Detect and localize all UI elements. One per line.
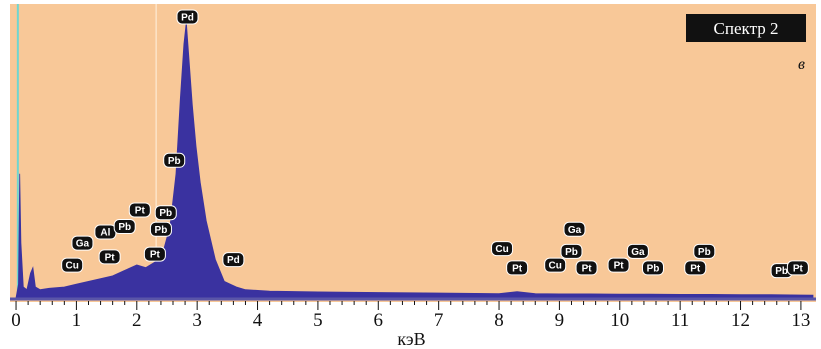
- panel-letter: в: [798, 56, 805, 73]
- spectrum-title-box: [686, 14, 806, 42]
- element-label-box: [98, 249, 121, 265]
- element-label-text: Pt: [690, 263, 701, 274]
- element-label: Pb: [113, 219, 136, 235]
- x-axis-tick-labels: 0 1 2 3 4 5 6 7 8 9 10 11 12 13: [11, 310, 810, 331]
- x-tick-label: 12: [731, 310, 750, 331]
- element-label-text: Pt: [135, 205, 146, 216]
- element-label-box: [61, 257, 84, 273]
- element-label-text: Pb: [168, 156, 181, 167]
- element-label-text: Cu: [495, 244, 508, 255]
- element-label-box: [154, 205, 177, 221]
- element-label: Al: [94, 224, 117, 240]
- element-label: Pt: [575, 260, 598, 276]
- x-tick-label: 6: [374, 310, 384, 331]
- element-label-text: Pt: [105, 252, 116, 263]
- element-label: Ga: [626, 243, 649, 259]
- element-label: Pb: [560, 243, 583, 259]
- element-label-box: [506, 260, 529, 276]
- element-label: Pt: [506, 260, 529, 276]
- element-label-text: Pb: [155, 225, 168, 236]
- x-tick-label: 13: [791, 310, 810, 331]
- element-label: Cu: [544, 257, 567, 273]
- element-label-text: Pd: [181, 13, 194, 24]
- element-label-box: [491, 241, 514, 257]
- x-tick-label: 8: [494, 310, 504, 331]
- element-label-box: [71, 235, 94, 251]
- spectrum-title: Спектр 2: [714, 19, 779, 38]
- spectrum-area: [13, 21, 814, 299]
- element-label: Pt: [98, 249, 121, 265]
- element-label-text: Pt: [614, 261, 625, 272]
- element-label-text: Pd: [227, 255, 240, 266]
- element-label: Pb: [163, 152, 186, 168]
- element-label: Cu: [491, 241, 514, 257]
- element-label-text: Pb: [565, 247, 578, 258]
- x-axis-ticks: [15, 301, 802, 310]
- element-label: Pt: [786, 260, 809, 276]
- x-tick-label: 9: [555, 310, 565, 331]
- element-label: Ga: [71, 235, 94, 251]
- x-tick-label: 5: [313, 310, 323, 331]
- element-label-box: [544, 257, 567, 273]
- element-label: Cu: [61, 257, 84, 273]
- element-label-box: [149, 221, 172, 237]
- element-label-box: [684, 260, 707, 276]
- element-label-box: [563, 221, 586, 237]
- element-label-box: [113, 219, 136, 235]
- element-label-text: Pb: [698, 247, 711, 258]
- x-tick-label: 3: [192, 310, 202, 331]
- element-label-text: Ga: [631, 247, 645, 258]
- element-label: Pd: [176, 9, 199, 25]
- element-label-box: [143, 246, 166, 262]
- element-label-box: [607, 257, 630, 273]
- element-label-text: Cu: [549, 261, 562, 272]
- element-label-text: Ga: [76, 239, 90, 250]
- element-label-box: [575, 260, 598, 276]
- x-tick-label: 11: [671, 310, 689, 331]
- element-label-box: [693, 243, 716, 259]
- element-label: Pb: [770, 263, 793, 279]
- element-label: Pt: [143, 246, 166, 262]
- element-label-text: Al: [100, 228, 110, 239]
- element-label-box: [128, 202, 151, 218]
- element-label-box: [176, 9, 199, 25]
- element-label: Pt: [684, 260, 707, 276]
- element-label-box: [560, 243, 583, 259]
- element-label-text: Pb: [118, 222, 131, 233]
- x-tick-label: 1: [72, 310, 82, 331]
- element-label-box: [163, 152, 186, 168]
- element-label: Pb: [641, 260, 664, 276]
- element-label-box: [641, 260, 664, 276]
- element-label-text: Pb: [775, 266, 788, 277]
- element-label: Pb: [154, 205, 177, 221]
- x-tick-label: 4: [253, 310, 263, 331]
- element-label-text: Pt: [793, 263, 804, 274]
- element-label-text: Pt: [582, 263, 593, 274]
- element-label-text: Pb: [647, 263, 660, 274]
- element-label-box: [786, 260, 809, 276]
- element-label: Pt: [607, 257, 630, 273]
- x-tick-label: 2: [132, 310, 142, 331]
- element-label-text: Pt: [512, 263, 523, 274]
- element-label: Pb: [149, 221, 172, 237]
- element-label: Pd: [222, 252, 245, 268]
- element-label-box: [222, 252, 245, 268]
- x-tick-label: 7: [434, 310, 444, 331]
- element-label-text: Ga: [568, 225, 582, 236]
- x-axis-title: кэВ: [397, 329, 425, 349]
- element-label-box: [626, 243, 649, 259]
- element-label: Pb: [693, 243, 716, 259]
- element-label: Ga: [563, 221, 586, 237]
- element-label-text: Cu: [66, 261, 79, 272]
- element-label-text: Pt: [150, 250, 161, 261]
- x-tick-label: 10: [610, 310, 629, 331]
- x-tick-label: 0: [11, 310, 21, 331]
- element-label-text: Pb: [159, 208, 172, 219]
- element-label: Pt: [128, 202, 151, 218]
